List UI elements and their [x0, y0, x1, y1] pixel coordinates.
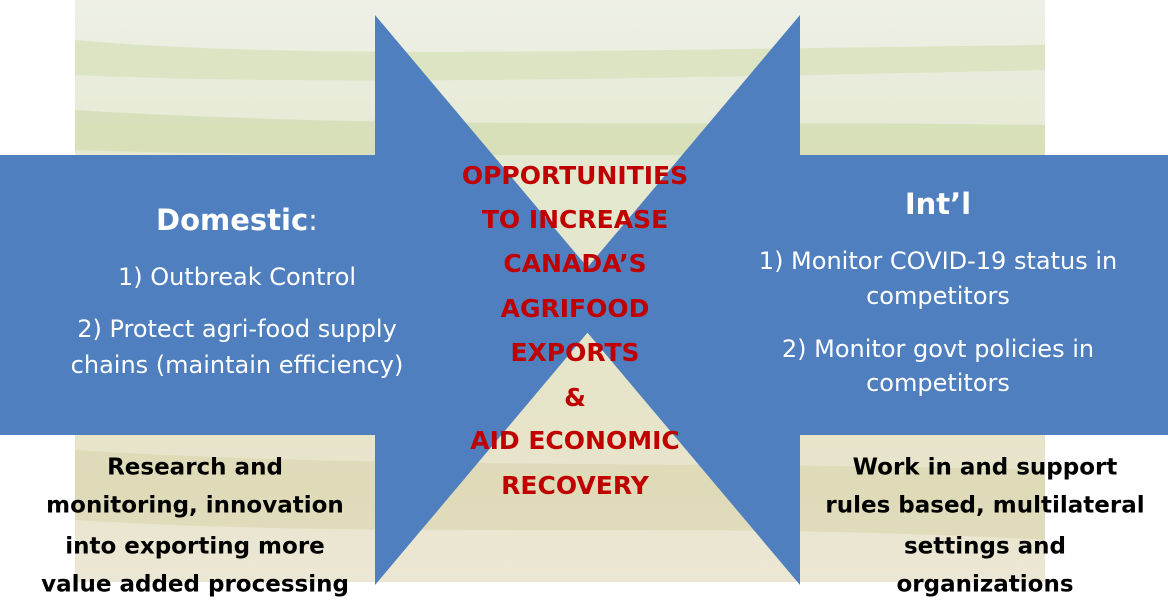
right-note: settings and	[904, 534, 1066, 560]
left-line: 1) Outbreak Control	[118, 263, 356, 291]
center-line: &	[564, 383, 586, 412]
right-line: 2) Monitor govt policies in	[782, 335, 1094, 363]
right-line: competitors	[866, 282, 1010, 310]
left-title-word: Domestic	[156, 203, 308, 237]
center-line: TO INCREASE	[482, 205, 668, 234]
right-note: Work in and support	[853, 455, 1118, 481]
right-line: competitors	[866, 369, 1010, 397]
center-line: RECOVERY	[501, 471, 650, 500]
center-line: AID ECONOMIC	[470, 426, 680, 455]
center-line: CANADA’S	[503, 249, 646, 278]
left-note: value added processing	[41, 572, 349, 598]
right-note: rules based, multilateral	[825, 493, 1144, 519]
left-note: Research and	[107, 455, 283, 481]
left-title-suffix: :	[308, 203, 318, 237]
left-note: monitoring, innovation	[46, 493, 344, 519]
right-note: organizations	[896, 572, 1073, 598]
center-line: AGRIFOOD	[501, 294, 650, 323]
right-title: Int’l	[905, 187, 971, 221]
center-line: OPPORTUNITIES	[462, 161, 688, 190]
left-line: chains (maintain efficiency)	[71, 351, 404, 379]
left-note: into exporting more	[65, 534, 325, 560]
left-title: Domestic:	[156, 203, 318, 237]
center-line: EXPORTS	[510, 338, 639, 367]
left-line: 2) Protect agri-food supply	[77, 315, 397, 343]
slide: OPPORTUNITIES TO INCREASE CANADA’S AGRIF…	[0, 0, 1168, 602]
right-line: 1) Monitor COVID-19 status in	[759, 247, 1117, 275]
